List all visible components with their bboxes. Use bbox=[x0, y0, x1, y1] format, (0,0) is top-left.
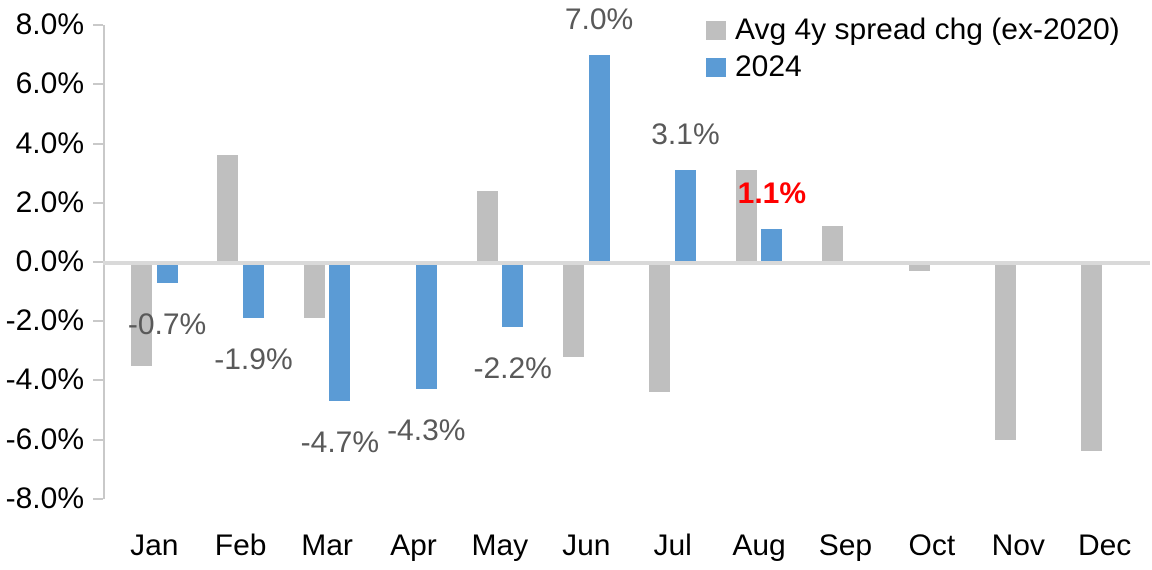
legend-item-avg-spread: Avg 4y spread chg (ex-2020) bbox=[706, 12, 1120, 49]
y-axis-tick bbox=[93, 438, 103, 441]
legend: Avg 4y spread chg (ex-2020) 2024 bbox=[706, 12, 1120, 86]
x-axis-label-apr: Apr bbox=[390, 529, 437, 562]
avg-spread-bar-aug bbox=[735, 170, 757, 262]
x-axis-label-nov: Nov bbox=[991, 529, 1045, 562]
legend-label-avg-spread: Avg 4y spread chg (ex-2020) bbox=[735, 13, 1120, 46]
x-axis-label-oct: Oct bbox=[908, 529, 956, 562]
y-axis-tick-label: 6.0% bbox=[15, 67, 84, 101]
y-axis-tick bbox=[93, 201, 103, 204]
x-axis-label-dec: Dec bbox=[1077, 529, 1132, 562]
data-label-mar: -4.7% bbox=[300, 426, 380, 460]
data-label-feb: -1.9% bbox=[214, 343, 293, 377]
y-axis-tick bbox=[93, 379, 103, 382]
y-axis-tick bbox=[93, 261, 103, 263]
avg-spread-bar-feb bbox=[217, 155, 239, 262]
y-axis-tick-label: -2.0% bbox=[5, 304, 84, 338]
y2024-bar-mar bbox=[329, 262, 351, 402]
legend-swatch-avg-spread-icon bbox=[706, 20, 726, 40]
y-axis-tick bbox=[93, 497, 103, 500]
y-axis-tick-label: -8.0% bbox=[5, 481, 84, 515]
x-axis-label-jul: Jul bbox=[653, 529, 692, 562]
y-axis-tick bbox=[93, 320, 103, 323]
y2024-bar-aug bbox=[761, 229, 783, 262]
y-axis-tick-label: -6.0% bbox=[5, 422, 84, 456]
y2024-bar-may bbox=[502, 262, 524, 328]
x-axis-label-mar: Mar bbox=[301, 529, 353, 562]
x-axis-label-feb: Feb bbox=[214, 529, 267, 562]
y-axis-tick-label: -4.0% bbox=[5, 363, 84, 397]
zero-gridline bbox=[103, 261, 1150, 265]
x-axis-label-may: May bbox=[471, 529, 529, 562]
avg-spread-bar-mar bbox=[303, 262, 325, 319]
legend-label-2024: 2024 bbox=[735, 49, 802, 83]
avg-spread-bar-dec bbox=[1081, 262, 1103, 452]
avg-spread-bar-jan bbox=[130, 262, 152, 366]
y-axis-tick-label: 0.0% bbox=[15, 245, 84, 278]
x-axis-label-aug: Aug bbox=[732, 529, 786, 562]
x-axis-label-jun: Jun bbox=[562, 529, 611, 562]
y-axis-tick bbox=[93, 83, 103, 86]
avg-spread-bar-jul bbox=[649, 262, 671, 393]
avg-spread-bar-nov bbox=[994, 262, 1016, 440]
x-axis-label-sep: Sep bbox=[818, 529, 873, 562]
data-label-may: -2.2% bbox=[473, 352, 552, 386]
data-label-apr: -4.3% bbox=[387, 414, 466, 448]
y2024-bar-jan bbox=[156, 262, 178, 283]
data-label-jan: -0.7% bbox=[127, 307, 207, 341]
data-label-jul: 3.1% bbox=[651, 118, 720, 152]
data-label-aug: 1.1% bbox=[737, 177, 807, 211]
y2024-bar-apr bbox=[415, 262, 437, 390]
y2024-bar-feb bbox=[242, 262, 264, 319]
avg-spread-bar-sep bbox=[822, 226, 844, 262]
data-label-jun: 7.0% bbox=[564, 2, 634, 36]
y-axis-tick-label: 8.0% bbox=[15, 8, 84, 42]
y-axis-tick-label: 4.0% bbox=[15, 126, 84, 160]
y2024-bar-jul bbox=[674, 170, 696, 262]
legend-item-2024: 2024 bbox=[706, 49, 1120, 86]
y-axis-tick-label: 2.0% bbox=[15, 185, 84, 219]
avg-spread-bar-may bbox=[476, 190, 498, 262]
legend-swatch-2024-icon bbox=[706, 57, 726, 77]
x-axis-label-jan: Jan bbox=[130, 529, 179, 562]
y-axis-tick bbox=[93, 24, 103, 27]
avg-spread-bar-oct bbox=[908, 262, 930, 271]
y-axis-tick bbox=[93, 142, 103, 145]
y2024-bar-jun bbox=[588, 54, 610, 262]
avg-spread-bar-jun bbox=[562, 262, 584, 357]
